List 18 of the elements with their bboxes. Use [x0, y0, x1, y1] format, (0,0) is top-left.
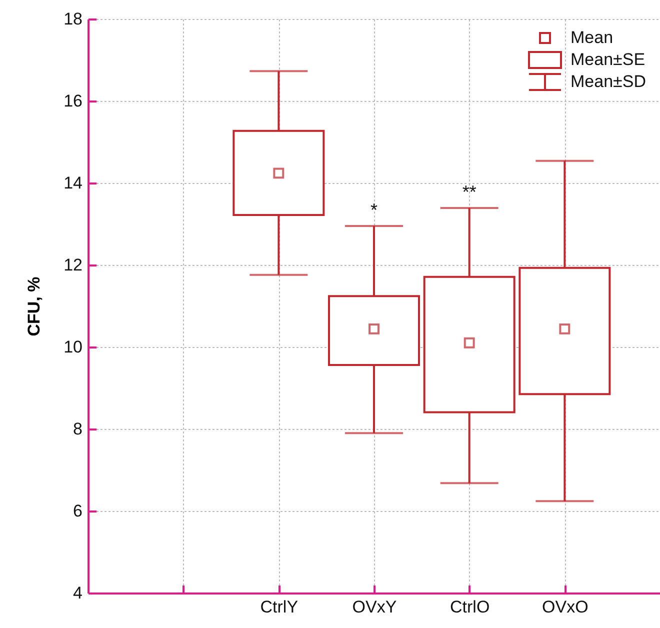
annotation: Mean±SD [570, 72, 646, 92]
annotation: * [370, 200, 378, 220]
x-tick-label: CtrlO [450, 598, 490, 616]
annotation: Mean [570, 28, 614, 48]
y-tick-label: 16 [64, 92, 82, 110]
x-tick-label: CtrlY [260, 598, 298, 616]
y-tick-label: 12 [64, 256, 82, 274]
x-tick-label: OVxY [352, 598, 397, 616]
y-tick-label: 6 [73, 502, 82, 520]
y-tick-label: 14 [64, 174, 82, 192]
y-tick-label: 4 [73, 584, 82, 602]
x-tick-label: OVxO [542, 598, 588, 616]
y-axis-title: CFU, % [24, 276, 44, 336]
y-tick-label: 18 [64, 10, 82, 28]
y-tick-label: 8 [73, 420, 82, 438]
y-tick-label: 10 [64, 338, 82, 356]
annotation: Mean±SE [570, 50, 646, 70]
annotation: ** [462, 182, 476, 202]
